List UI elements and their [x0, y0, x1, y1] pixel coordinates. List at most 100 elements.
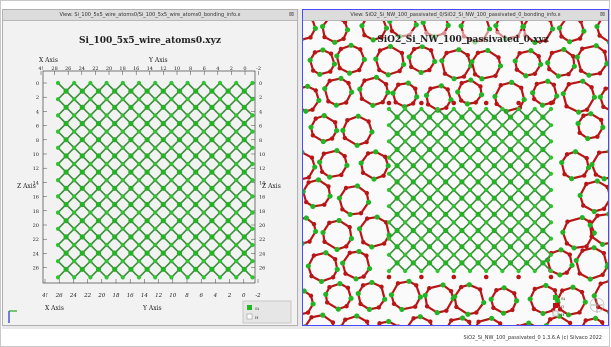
o-atom — [347, 224, 352, 230]
si-atom — [185, 97, 190, 102]
si-atom — [120, 161, 125, 167]
left-tick-label: 26 — [33, 266, 39, 272]
si-atom — [410, 146, 416, 153]
si-atom — [333, 102, 339, 108]
bottom-tick-label: 12 — [155, 293, 162, 299]
si-atom — [572, 149, 579, 155]
si-atom — [55, 80, 61, 86]
o-atom — [461, 74, 467, 79]
si-atom — [136, 275, 142, 280]
left-structure-canvas[interactable]: Si_100_5x5_wire_atoms0.xyz X Axis Y Axis… — [3, 21, 297, 325]
si-atom — [317, 71, 323, 77]
si-atom — [209, 250, 215, 256]
si-atom — [241, 137, 247, 143]
o-atom — [593, 172, 599, 177]
o-atom — [410, 101, 416, 106]
si-atom — [225, 120, 231, 127]
si-atom — [176, 88, 183, 94]
right-view-close-icon[interactable]: ⊠ — [599, 11, 605, 18]
o-atom — [411, 316, 416, 321]
si-atom — [95, 185, 102, 191]
o-atom — [562, 171, 567, 177]
si-atom — [250, 97, 255, 102]
si-atom — [491, 130, 497, 136]
si-atom — [587, 222, 593, 228]
o-atom — [475, 50, 481, 56]
si-atom — [63, 153, 69, 159]
si-atom — [484, 268, 489, 274]
bottom-tick-label: 0 — [242, 293, 246, 299]
left-structure-view[interactable]: View: Si_100_5x5_wire_atoms0/Si_100_5x5_… — [2, 9, 298, 326]
si-atom — [387, 21, 393, 24]
si-atom — [128, 137, 134, 143]
si-atom — [439, 58, 445, 64]
si-atom — [136, 242, 142, 248]
right-tick-label: 16 — [259, 195, 265, 201]
o-atom — [581, 113, 586, 118]
si-atom — [55, 210, 61, 215]
o-atom — [340, 207, 345, 212]
si-atom — [484, 187, 489, 193]
si-atom — [250, 129, 255, 134]
si-atom — [451, 171, 456, 176]
si-atom — [169, 226, 174, 231]
right-structure-canvas[interactable]: SiO2_Si_NW_100_passivated_0.xyz Si O H — [303, 21, 608, 325]
o-atom — [379, 35, 384, 40]
si-atom — [491, 260, 497, 266]
si-atom — [72, 145, 77, 150]
o-atom — [580, 248, 585, 253]
si-atom — [176, 120, 183, 127]
o-atom — [597, 33, 602, 38]
si-atom — [320, 229, 326, 236]
si-atom — [426, 114, 433, 120]
si-atom — [160, 137, 166, 143]
si-atom — [438, 83, 444, 89]
si-atom — [63, 201, 69, 208]
si-atom — [95, 137, 102, 143]
si-atom — [79, 234, 85, 240]
si-atom — [417, 314, 423, 320]
si-atom — [316, 97, 322, 104]
si-atom — [382, 296, 388, 302]
o-atom — [547, 66, 552, 72]
si-atom — [241, 104, 247, 110]
si-atom — [422, 292, 428, 298]
si-atom — [593, 43, 599, 49]
si-atom — [112, 104, 118, 110]
si-atom — [558, 247, 564, 253]
si-atom — [250, 259, 255, 264]
si-atom — [120, 259, 125, 264]
si-atom — [335, 306, 341, 312]
si-atom — [589, 161, 595, 168]
si-atom — [112, 137, 118, 143]
left-z-axis-label-right: Z Axis — [262, 183, 281, 190]
si-atom — [176, 218, 183, 224]
o-atom — [548, 317, 553, 322]
o-atom — [346, 80, 351, 86]
si-atom — [193, 169, 199, 175]
si-atom — [443, 130, 449, 136]
si-atom — [334, 53, 340, 59]
si-atom — [467, 220, 473, 225]
si-atom — [112, 201, 118, 208]
right-structure-view[interactable]: View: SiO2_Si_NW_100_passivated_0/SiO2_S… — [302, 9, 609, 326]
si-atom — [321, 113, 327, 119]
left-view-close-icon[interactable]: ⊠ — [288, 11, 294, 18]
si-atom — [136, 113, 142, 118]
o-atom — [308, 35, 313, 40]
si-atom — [160, 250, 166, 256]
si-atom — [241, 169, 247, 175]
si-atom — [160, 169, 166, 175]
si-atom — [464, 101, 471, 107]
si-atom — [136, 161, 142, 167]
top-tick-label: 22 — [92, 66, 98, 72]
si-atom — [185, 275, 190, 280]
si-atom — [55, 259, 61, 264]
si-atom — [581, 28, 587, 34]
si-atom — [543, 282, 549, 289]
si-atom — [201, 129, 206, 134]
si-atom — [176, 104, 183, 110]
si-atom — [112, 266, 118, 272]
si-atom — [217, 129, 223, 134]
si-atom — [569, 262, 575, 268]
